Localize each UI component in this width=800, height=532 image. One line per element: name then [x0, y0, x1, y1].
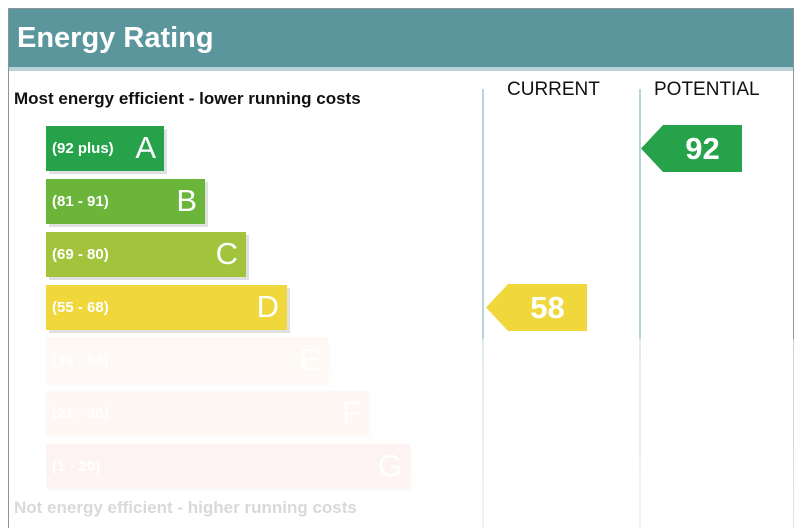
rating-band-f: (21 - 38) F — [46, 391, 369, 436]
band-letter: C — [215, 236, 238, 271]
band-letter: D — [256, 289, 279, 324]
band-range-label: (81 - 91) — [52, 193, 109, 210]
band-range-label: (39 - 54) — [52, 352, 109, 369]
potential-rating-indicator: 92 — [641, 125, 742, 172]
rating-band-a: (92 plus) A — [46, 126, 164, 171]
band-letter: F — [342, 395, 361, 430]
band-letter: E — [299, 342, 320, 377]
rating-band-g: (1 - 20) G — [46, 444, 410, 489]
band-range-label: (21 - 38) — [52, 405, 109, 422]
band-letter: B — [176, 183, 197, 218]
band-range-label: (1 - 20) — [52, 458, 101, 475]
current-rating-indicator-value: 58 — [530, 289, 565, 325]
header-bar: Energy Rating — [9, 9, 793, 71]
most-efficient-label: Most energy efficient - lower running co… — [14, 89, 361, 108]
band-letter: G — [377, 448, 402, 483]
potential-column-divider — [639, 89, 641, 529]
current-column-heading: CURRENT — [507, 79, 600, 100]
band-range-label: (69 - 80) — [52, 246, 109, 263]
energy-rating-panel: Energy Rating Most energy efficient - lo… — [8, 8, 794, 529]
potential-rating-indicator-arrow — [641, 125, 742, 172]
current-column-divider — [482, 89, 484, 529]
least-efficient-label: Not energy efficient - higher running co… — [14, 498, 357, 517]
band-range-label: (92 plus) — [52, 140, 114, 157]
band-letter: A — [135, 130, 156, 165]
page-title: Energy Rating — [17, 22, 214, 54]
rating-band-d: (55 - 68) D — [46, 285, 287, 330]
current-rating-indicator: 58 — [486, 284, 587, 331]
potential-column-heading: POTENTIAL — [654, 79, 760, 100]
rating-band-b: (81 - 91) B — [46, 179, 205, 224]
current-rating-indicator-arrow — [486, 284, 587, 331]
rating-band-e: (39 - 54) E — [46, 338, 328, 383]
potential-rating-indicator-value: 92 — [685, 130, 720, 166]
band-range-label: (55 - 68) — [52, 299, 109, 316]
rating-band-c: (69 - 80) C — [46, 232, 246, 277]
